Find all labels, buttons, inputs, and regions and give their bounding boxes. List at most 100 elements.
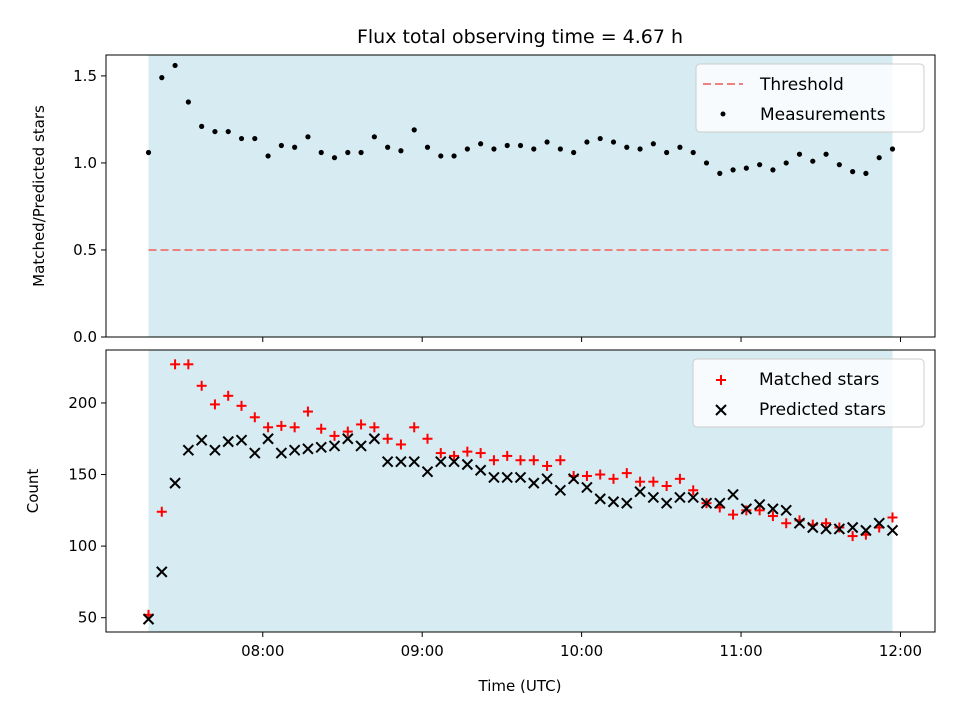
measurement-point [584, 139, 590, 145]
predicted-star-point [567, 473, 580, 485]
matched-star-point [847, 531, 858, 542]
predicted-star-point [222, 435, 234, 448]
top-x-axis [262, 337, 901, 342]
predicted-star-point [753, 498, 766, 511]
predicted-star-point [714, 497, 726, 509]
measurement-point [451, 153, 457, 159]
predicted-star-point [302, 443, 314, 455]
predicted-star-point [820, 523, 832, 535]
predicted-star-point [368, 433, 381, 445]
measurement-point [624, 144, 630, 150]
matched-star-point [488, 455, 499, 466]
matched-star-point [635, 476, 646, 487]
x-tick-label: 10:00 [560, 642, 603, 660]
matched-star-point [170, 359, 181, 370]
top-y-tick-label: 0.0 [73, 328, 97, 346]
measurement-point [438, 153, 444, 159]
matched-star-point [276, 420, 287, 431]
predicted-star-point [169, 477, 181, 489]
x-tick-label: 12:00 [879, 642, 922, 660]
predicted-star-point [342, 433, 354, 445]
legend-matched-marker [716, 375, 726, 385]
top-panel: 0.0 0.5 1.0 1.5 Matched/Predicted stars Thr… [30, 54, 936, 346]
bottom-panel: 50 100 150 200 08:00 09:00 10:00 11:00 12:00 Co… [24, 349, 936, 695]
measurement-point [730, 167, 736, 173]
predicted-star-point [249, 447, 261, 459]
measurement-point [212, 128, 218, 135]
measurement-point [424, 144, 431, 150]
matched-star-point [515, 455, 526, 466]
measurement-point [371, 134, 377, 140]
predicted-star-point [421, 465, 434, 478]
matched-star-point [342, 426, 353, 437]
bottom-x-axis: 08:00 09:00 10:00 11:00 12:00 [241, 632, 922, 660]
matched-star-point [289, 422, 300, 433]
matched-star-point [834, 522, 845, 533]
bottom-y-axis-label: Count [24, 469, 42, 514]
predicted-star-point [727, 488, 739, 501]
measurement-point [225, 128, 231, 135]
legend-measurements-label: Measurements [760, 105, 886, 125]
predicted-star-point [554, 484, 567, 496]
measurement-point [677, 144, 683, 150]
measurement-point [318, 149, 324, 156]
measurement-point [597, 135, 603, 142]
predicted-star-point [886, 524, 899, 537]
measurement-point [504, 142, 510, 149]
predicted-star-point [408, 455, 420, 468]
matched-star-point [329, 430, 340, 441]
predicted-star-point [873, 517, 885, 529]
predicted-stars-series [142, 433, 899, 625]
matched-star-point [449, 450, 460, 461]
top-y-axis-label: Matched/Predicted stars [30, 105, 48, 287]
x-axis-label: Time (UTC) [478, 677, 562, 695]
matched-star-point [435, 448, 446, 459]
measurement-point [796, 151, 803, 157]
chart-title: Flux total observing time = 4.67 h [357, 26, 683, 48]
predicted-star-point [395, 455, 407, 468]
matched-star-point [595, 469, 606, 480]
predicted-star-point [156, 566, 168, 578]
measurement-point [743, 165, 749, 171]
predicted-star-point [621, 497, 633, 509]
x-tick-label: 11:00 [719, 642, 762, 660]
x-tick-label: 09:00 [401, 642, 444, 660]
measurement-point [185, 99, 191, 105]
measurement-point [664, 149, 670, 156]
measurement-point [557, 146, 563, 152]
matched-star-point [382, 433, 393, 444]
predicted-star-point [328, 440, 341, 452]
top-y-tick-label: 1.5 [73, 67, 97, 85]
matched-star-point [648, 476, 659, 487]
matched-star-point [316, 423, 327, 434]
measurement-point [358, 149, 364, 156]
measurement-point [292, 144, 298, 150]
predicted-star-point [860, 524, 872, 537]
measurement-point [876, 155, 882, 161]
top-legend: Threshold Measurements [695, 63, 925, 133]
matched-star-point [369, 422, 380, 433]
measurement-point [571, 149, 577, 156]
matched-star-point [475, 448, 486, 459]
predicted-star-point [275, 447, 288, 459]
matched-star-point [555, 455, 566, 466]
predicted-star-point [448, 455, 460, 468]
measurement-point [331, 155, 338, 161]
matched-star-point [821, 518, 832, 529]
matched-star-point [741, 505, 752, 516]
matched-star-point [621, 468, 632, 479]
legend-measurements-marker [720, 111, 726, 117]
matched-star-point [422, 433, 433, 444]
predicted-star-point [262, 433, 274, 445]
matched-star-point [542, 460, 553, 471]
matched-star-point [688, 485, 699, 496]
legend-matched-label: Matched stars [759, 370, 879, 390]
matched-star-point [409, 422, 420, 433]
measurement-point [145, 149, 152, 156]
matched-star-point [356, 419, 367, 430]
predicted-star-point [634, 486, 646, 498]
measurements-series [145, 62, 896, 176]
measurement-point [823, 151, 829, 157]
predicted-star-point [528, 477, 540, 489]
